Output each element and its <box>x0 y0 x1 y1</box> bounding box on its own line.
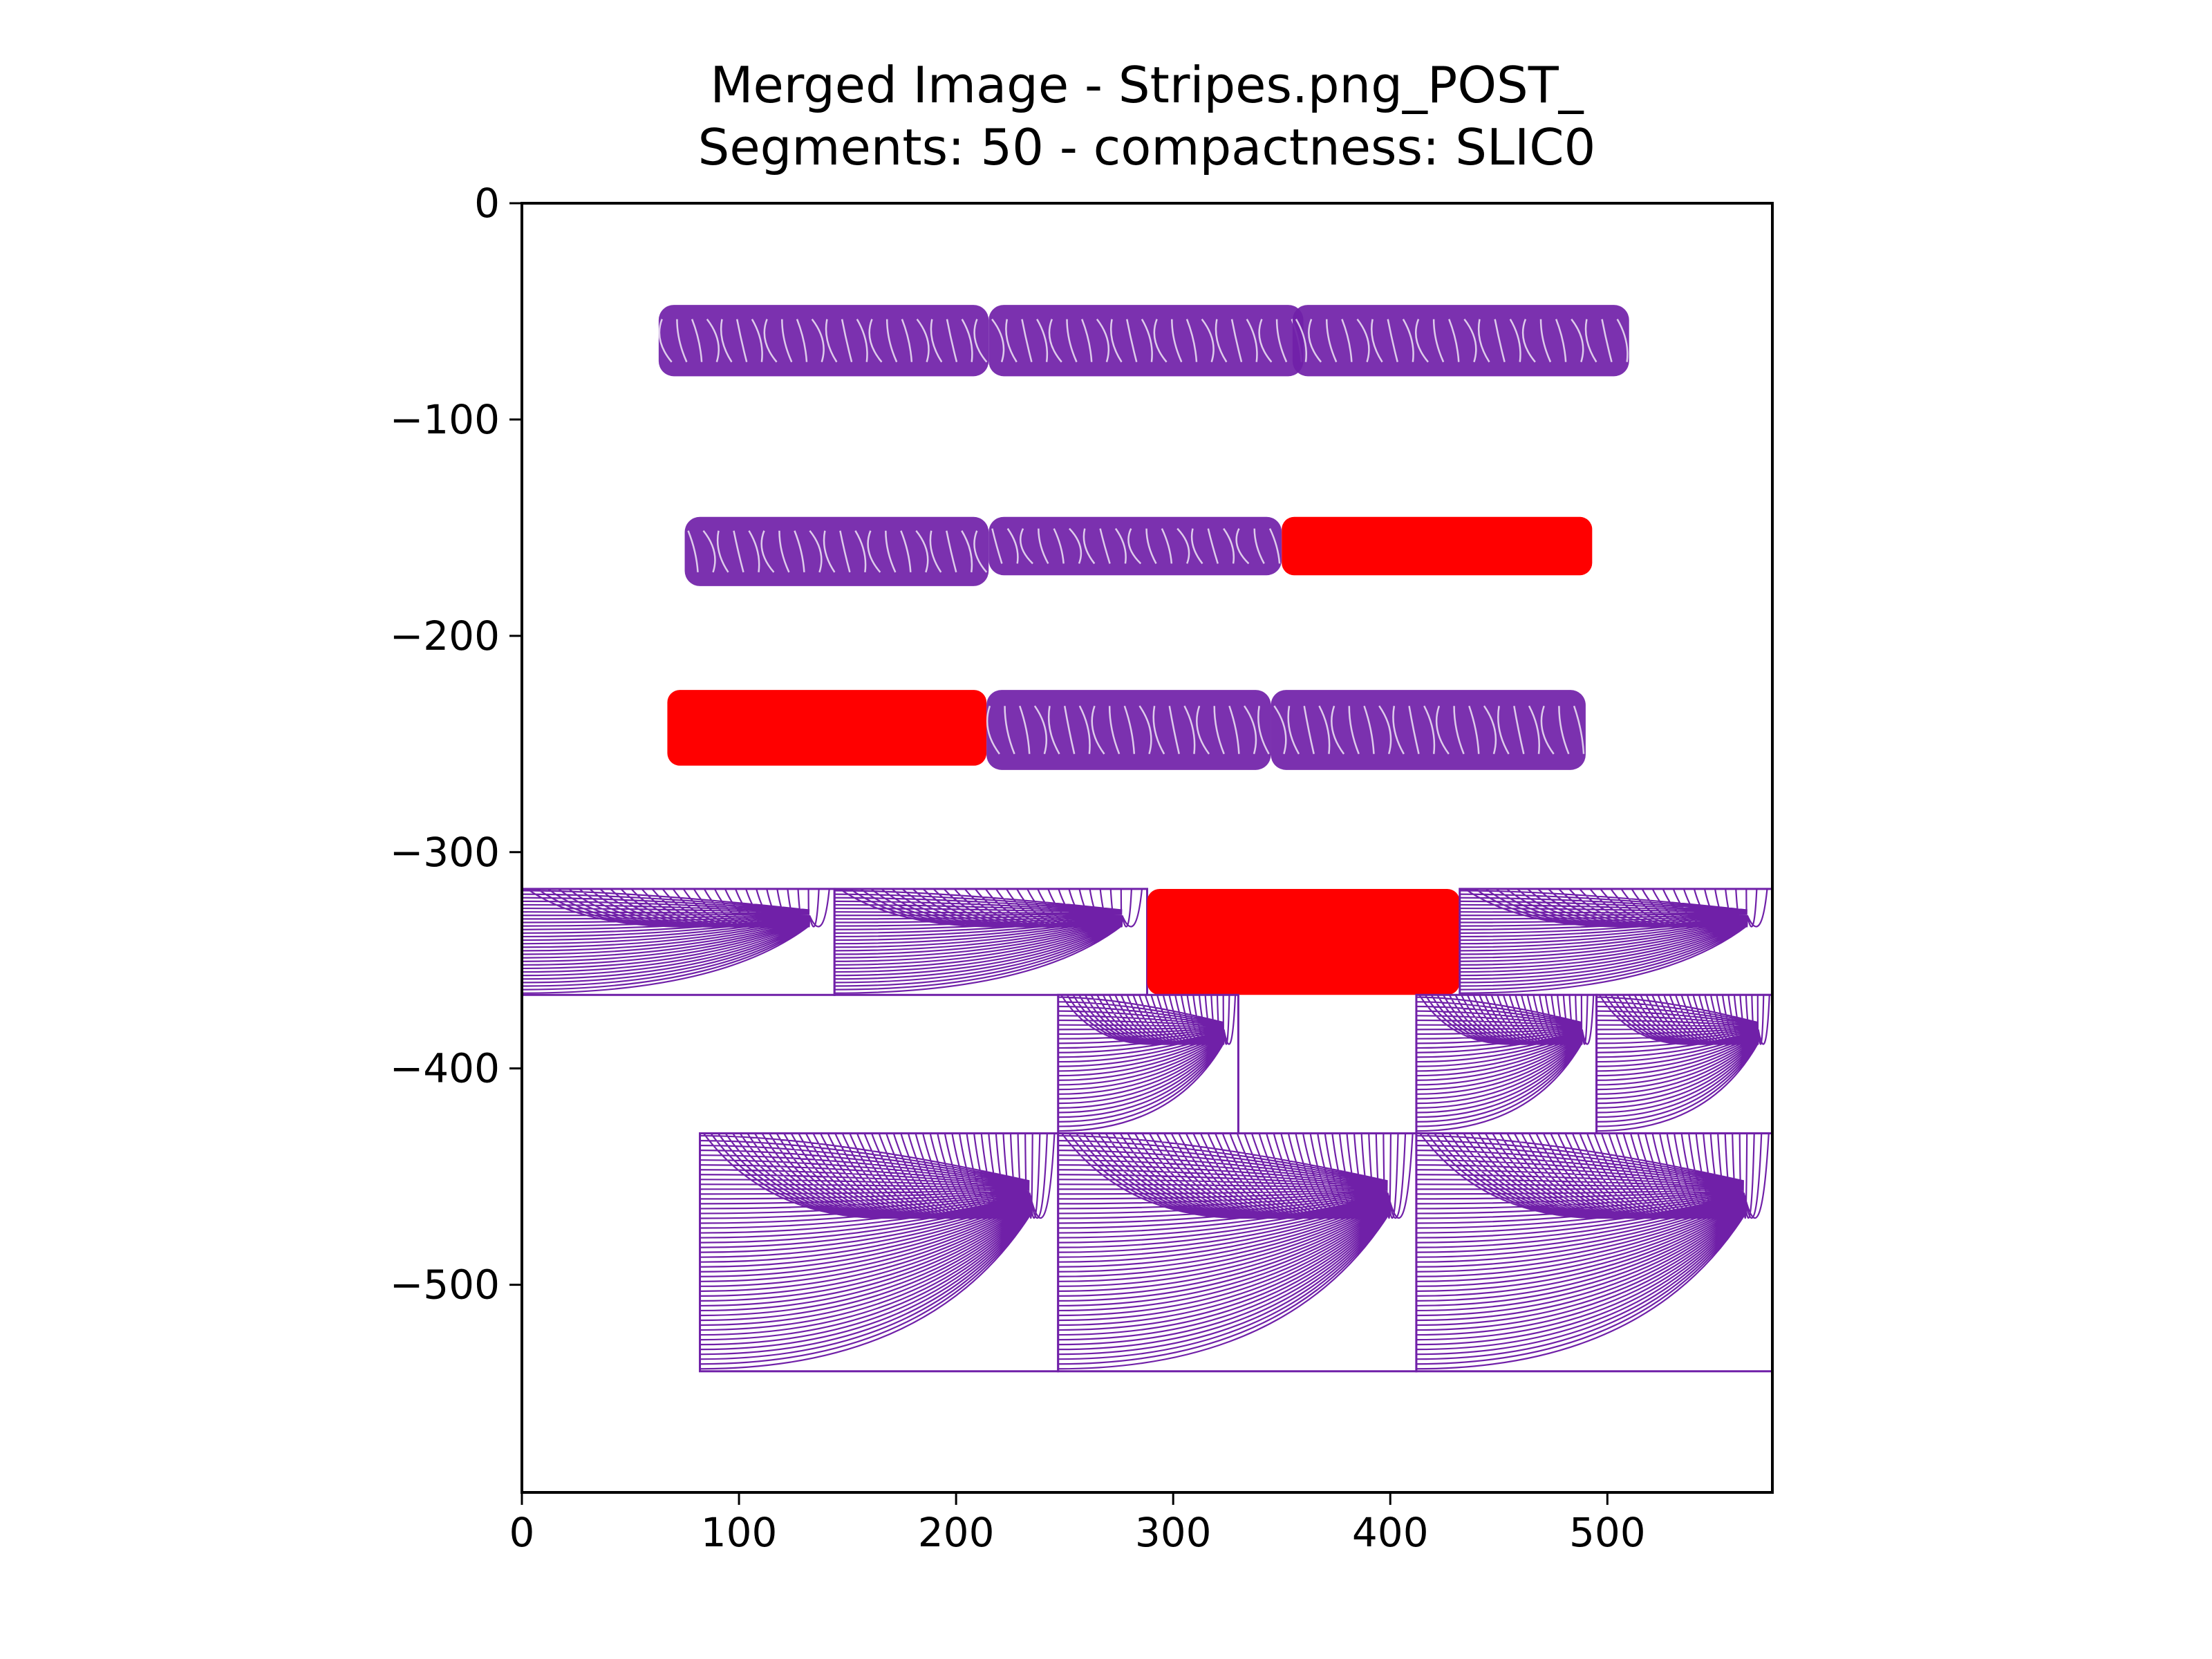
y-tick-label: −400 <box>390 1045 500 1092</box>
segment-merged <box>988 516 1282 576</box>
segment-unmerged <box>1282 516 1593 576</box>
y-tick-label: 0 <box>474 180 500 227</box>
y-tick-label: −300 <box>390 829 500 876</box>
segment-merged <box>833 888 1148 996</box>
x-tick-label: 400 <box>1352 1509 1429 1556</box>
segment-merged <box>1057 1132 1418 1373</box>
segment-merged <box>684 516 989 586</box>
y-tick-label: −100 <box>390 396 500 443</box>
segment-merged <box>1271 690 1586 770</box>
chart-title: Merged Image - Stripes.png_POST_ <box>710 56 1584 114</box>
x-tick-label: 500 <box>1569 1509 1646 1556</box>
segment-merged <box>1595 993 1772 1135</box>
y-axis: 0 −100 −200 −300 −400 −500 <box>390 180 522 1309</box>
segment-merged <box>1057 993 1239 1135</box>
y-tick-label: −200 <box>390 612 500 659</box>
segment-merged <box>1459 888 1772 996</box>
x-tick-label: 100 <box>701 1509 778 1556</box>
segment-merged <box>1292 305 1629 377</box>
x-tick-label: 300 <box>1135 1509 1212 1556</box>
segment-merged <box>522 888 836 996</box>
segment-merged <box>1415 1132 1772 1373</box>
x-tick-label: 0 <box>509 1509 535 1556</box>
segment-merged <box>988 305 1304 377</box>
y-tick-label: −500 <box>390 1262 500 1309</box>
segment-unmerged <box>1147 888 1460 995</box>
segment-unmerged <box>667 690 987 766</box>
plot-frame <box>521 202 1774 1494</box>
segment-merged <box>699 1132 1060 1373</box>
segment-merged <box>1415 993 1598 1135</box>
chart-subtitle: Segments: 50 - compactness: SLIC0 <box>698 118 1596 176</box>
segment-merged <box>658 305 989 377</box>
plot-area <box>522 305 1772 1373</box>
x-tick-label: 200 <box>918 1509 995 1556</box>
segment-merged <box>986 690 1271 770</box>
x-axis: 0 100 200 300 400 500 <box>509 1492 1646 1556</box>
